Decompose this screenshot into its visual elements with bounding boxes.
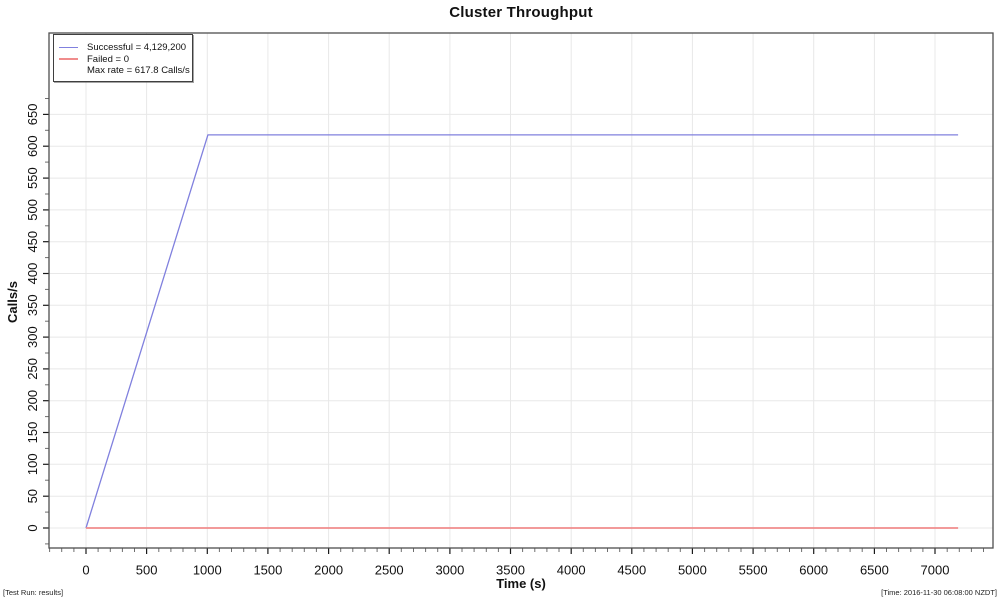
legend: Successful = 4,129,200 Failed = 0 Max ra… [53, 34, 193, 82]
legend-failed-label: Failed = 0 [87, 53, 129, 65]
svg-text:1500: 1500 [253, 563, 282, 578]
series-successful-line [85, 134, 959, 529]
legend-max-rate-label: Max rate = 617.8 Calls/s [87, 65, 190, 77]
svg-text:500: 500 [25, 199, 40, 221]
svg-text:4500: 4500 [617, 563, 646, 578]
footer-test-run: [Test Run: results] [3, 588, 64, 597]
svg-text:150: 150 [25, 422, 40, 444]
failed-line-swatch [59, 58, 78, 61]
successful-line-swatch [59, 47, 78, 49]
legend-item-max-rate: Max rate = 617.8 Calls/s [54, 65, 192, 77]
y-tick-labels: 0 50 100 150 200 250 300 350 400 450 500 550 600 650 [25, 104, 40, 532]
svg-text:6500: 6500 [860, 563, 889, 578]
chart-title: Cluster Throughput [449, 4, 593, 21]
footer-timestamp: [Time: 2016-11-30 06:08:00 NZDT] [881, 588, 997, 597]
svg-text:600: 600 [25, 135, 40, 157]
svg-text:250: 250 [25, 358, 40, 380]
svg-text:2500: 2500 [375, 563, 404, 578]
x-tick-labels: 0 500 1000 1500 2000 2500 3000 3500 4000 4500 5000… [82, 563, 949, 578]
svg-text:2000: 2000 [314, 563, 343, 578]
svg-text:100: 100 [25, 453, 40, 475]
svg-text:5500: 5500 [739, 563, 768, 578]
svg-text:400: 400 [25, 263, 40, 285]
svg-text:6000: 6000 [799, 563, 828, 578]
x-axis-title: Time (s) [496, 576, 546, 591]
svg-text:3500: 3500 [496, 563, 525, 578]
svg-text:350: 350 [25, 294, 40, 316]
major-ticks [43, 113, 936, 554]
plot-border [48, 32, 994, 549]
y-axis-title: Calls/s [5, 281, 20, 323]
svg-text:0: 0 [25, 524, 40, 531]
svg-text:5000: 5000 [678, 563, 707, 578]
svg-text:650: 650 [25, 104, 40, 126]
legend-item-successful: Successful = 4,129,200 [54, 42, 192, 54]
svg-text:50: 50 [25, 489, 40, 503]
legend-item-failed: Failed = 0 [54, 54, 192, 66]
svg-text:300: 300 [25, 326, 40, 348]
svg-text:0: 0 [82, 563, 89, 578]
svg-text:4000: 4000 [557, 563, 586, 578]
svg-text:1000: 1000 [193, 563, 222, 578]
gridlines [49, 33, 993, 548]
svg-text:550: 550 [25, 167, 40, 189]
svg-text:450: 450 [25, 231, 40, 253]
minor-ticks [45, 98, 984, 552]
svg-text:3000: 3000 [435, 563, 464, 578]
svg-text:7000: 7000 [921, 563, 950, 578]
svg-text:500: 500 [136, 563, 158, 578]
svg-text:200: 200 [25, 390, 40, 412]
legend-successful-label: Successful = 4,129,200 [87, 42, 187, 54]
